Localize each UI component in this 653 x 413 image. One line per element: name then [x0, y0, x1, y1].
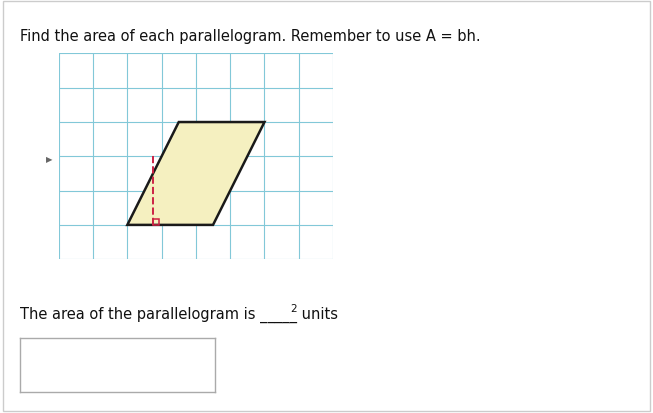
Bar — [153, 219, 159, 225]
Text: Find the area of each parallelogram. Remember to use A = bh.: Find the area of each parallelogram. Rem… — [20, 29, 480, 44]
Polygon shape — [127, 123, 264, 225]
Text: The area of the parallelogram is _____ units: The area of the parallelogram is _____ u… — [20, 306, 338, 322]
Text: 2: 2 — [291, 304, 297, 313]
Text: ▶: ▶ — [46, 154, 52, 164]
